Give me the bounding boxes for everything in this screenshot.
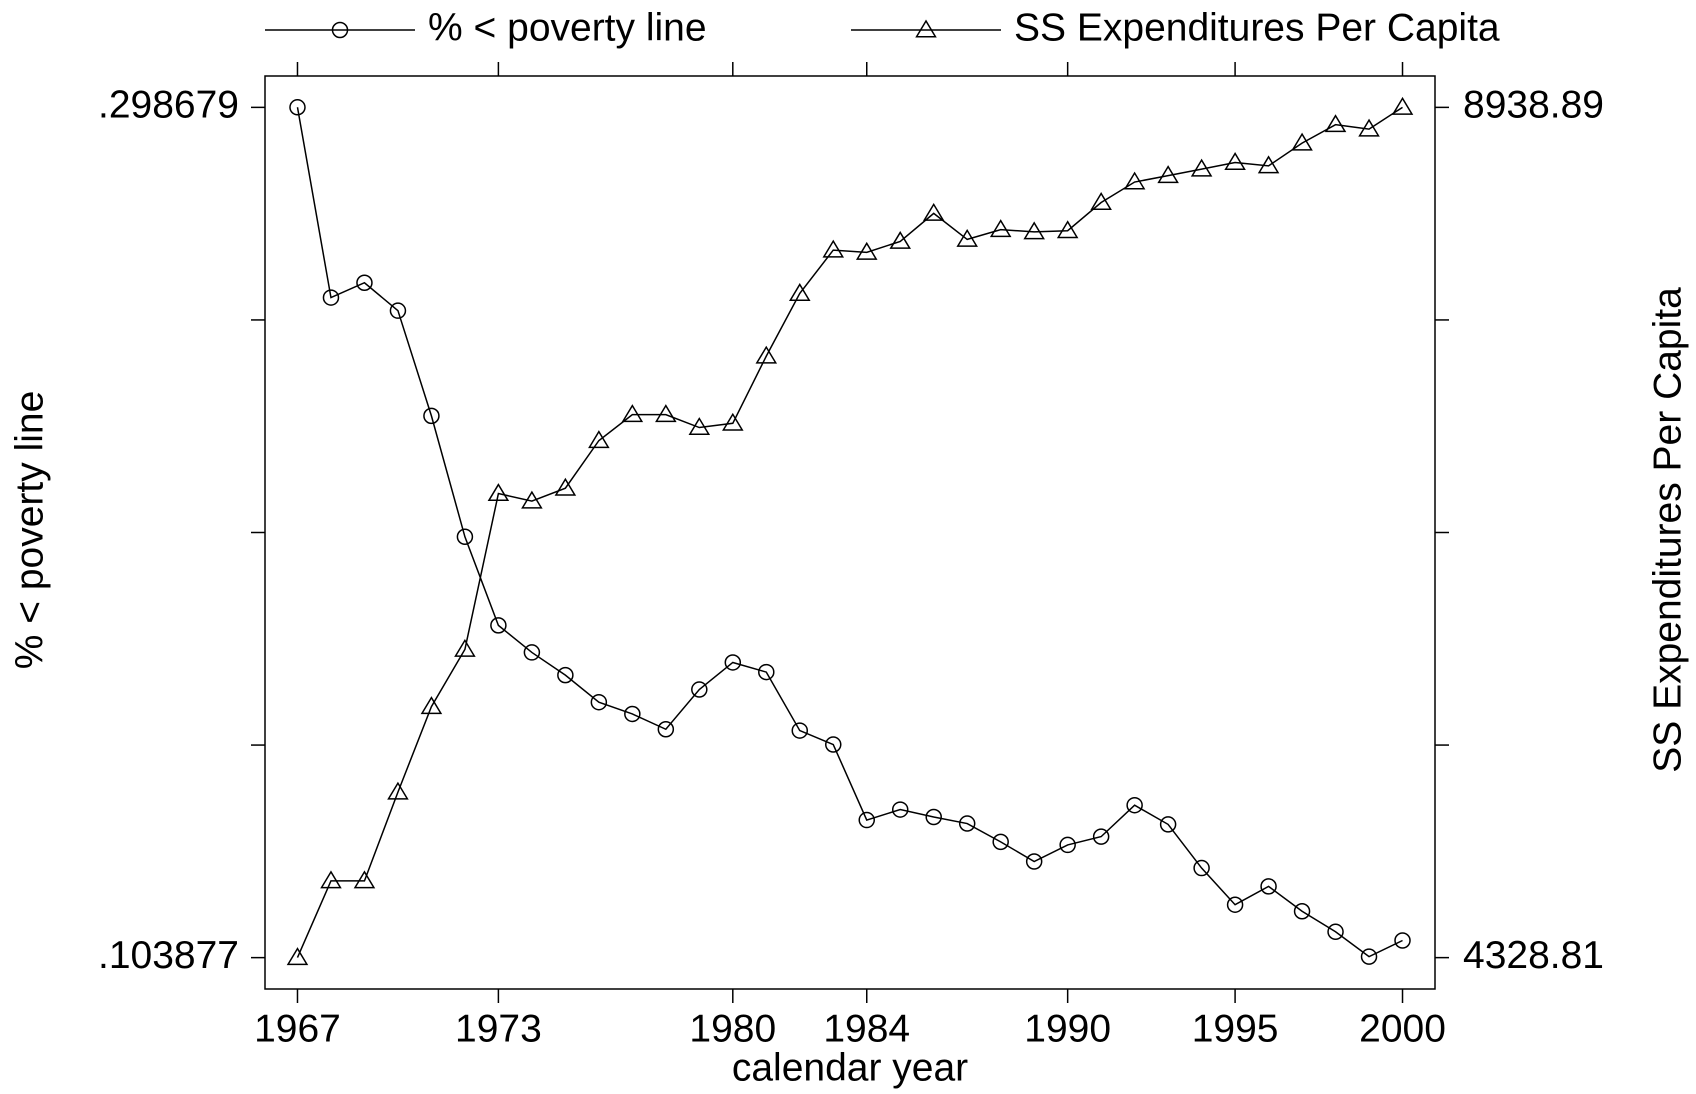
- data-point: [554, 477, 577, 496]
- data-point: [490, 617, 507, 634]
- data-point: [688, 417, 711, 436]
- data-point: [724, 654, 742, 671]
- data-point: [1059, 836, 1076, 854]
- data-point: [389, 302, 407, 319]
- data-point: [958, 815, 976, 832]
- data-point: [1327, 923, 1344, 941]
- data-point: [487, 483, 510, 502]
- data-point: [454, 638, 476, 657]
- series-line: [296, 107, 1403, 958]
- data-point: [588, 430, 610, 449]
- data-point: [456, 528, 474, 546]
- y-axis-label: % < poverty line: [8, 391, 51, 670]
- data-point: [322, 289, 340, 306]
- data-point: [289, 99, 306, 116]
- x-axis-label: calendar year: [732, 1046, 968, 1089]
- data-point: [925, 808, 942, 826]
- data-point: [1257, 155, 1280, 174]
- x-tick-label: 1995: [1192, 1007, 1279, 1050]
- data-point: [1291, 132, 1313, 151]
- y2-tick-label: 4328.81: [1463, 934, 1604, 977]
- data-point: [1056, 220, 1079, 239]
- legend-marker: [915, 19, 937, 38]
- y-tick-label: .298679: [98, 84, 239, 127]
- data-point: [356, 274, 373, 291]
- data-point: [1293, 903, 1311, 920]
- data-point: [1193, 859, 1210, 877]
- legend-marker: [331, 21, 349, 39]
- data-point: [1226, 896, 1244, 913]
- data-point: [1360, 948, 1378, 965]
- data-point: [722, 412, 744, 431]
- data-point: [858, 811, 875, 829]
- data-point: [855, 241, 878, 260]
- data-point: [956, 228, 978, 247]
- x-tick-label: 1984: [823, 1007, 910, 1050]
- data-point: [1391, 96, 1414, 115]
- data-point: [1025, 853, 1043, 870]
- data-point: [286, 947, 309, 966]
- y2-tick-label: 8938.89: [1463, 84, 1604, 127]
- x-tick-label: 1967: [254, 1007, 341, 1050]
- data-point: [557, 666, 574, 684]
- data-point: [1190, 158, 1213, 177]
- data-point: [387, 781, 409, 800]
- plot-frame: [264, 75, 1436, 990]
- data-point: [1324, 114, 1347, 133]
- data-point: [1159, 816, 1177, 833]
- data-point: [891, 801, 909, 818]
- data-point: [423, 407, 440, 425]
- data-point: [523, 644, 541, 661]
- series-line: [296, 106, 1403, 958]
- data-point: [1123, 171, 1146, 190]
- data-point: [1090, 192, 1112, 211]
- x-tick-label: 1973: [455, 1007, 542, 1050]
- data-point: [320, 870, 342, 889]
- data-point: [420, 696, 443, 715]
- data-point: [1157, 165, 1179, 184]
- data-point: [1023, 221, 1045, 240]
- data-point: [590, 693, 608, 711]
- data-point: [992, 833, 1009, 851]
- data-point: [825, 736, 842, 753]
- data-point: [889, 230, 912, 249]
- data-point: [1260, 878, 1277, 895]
- data-point: [922, 202, 945, 221]
- data-point: [1126, 796, 1143, 814]
- data-point: [1394, 932, 1411, 949]
- y2-axis-label: SS Expenditures Per Capita: [1646, 287, 1689, 773]
- y-tick-label: .103877: [98, 934, 239, 977]
- data-point: [621, 404, 644, 423]
- x-tick-label: 1980: [689, 1007, 776, 1050]
- data-point: [1092, 828, 1110, 845]
- x-tick-label: 1990: [1024, 1007, 1111, 1050]
- data-point: [788, 282, 811, 301]
- data-point: [1224, 152, 1246, 170]
- data-point: [822, 239, 845, 258]
- data-point: [791, 722, 809, 739]
- data-point: [755, 345, 778, 364]
- data-point: [758, 663, 775, 681]
- data-point: [624, 705, 641, 723]
- legend-label: % < poverty line: [428, 6, 707, 49]
- data-point: [691, 681, 708, 698]
- data-point: [353, 870, 376, 889]
- data-point: [521, 490, 543, 509]
- data-point: [657, 721, 675, 738]
- data-point: [655, 404, 677, 423]
- data-point: [1358, 118, 1380, 137]
- legend-label: SS Expenditures Per Capita: [1014, 6, 1500, 49]
- data-point: [989, 219, 1012, 238]
- x-tick-label: 2000: [1359, 1007, 1446, 1050]
